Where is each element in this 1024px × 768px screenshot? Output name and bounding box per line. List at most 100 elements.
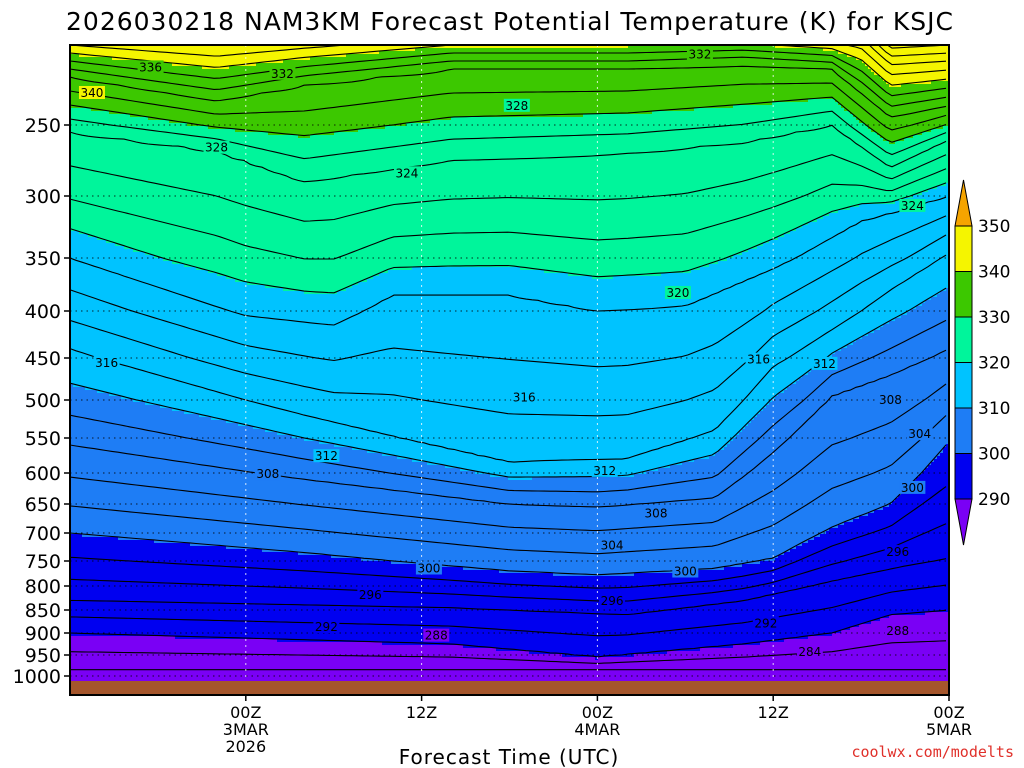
band-cell xyxy=(667,468,670,573)
band-cell xyxy=(835,51,838,102)
band-cell xyxy=(808,222,811,372)
band-cell xyxy=(658,276,661,468)
band-cell xyxy=(124,636,127,695)
band-cell xyxy=(568,276,571,477)
band-cell xyxy=(844,348,847,522)
band-cell xyxy=(934,459,937,612)
band-cell xyxy=(694,45,697,108)
band-cell xyxy=(124,45,127,60)
band-cell xyxy=(292,438,295,552)
band-cell xyxy=(238,549,241,639)
band-cell xyxy=(148,540,151,636)
band-cell xyxy=(562,117,565,273)
band-cell xyxy=(277,642,280,695)
band-cell xyxy=(196,45,199,66)
band-cell xyxy=(754,249,757,417)
band-cell xyxy=(169,408,172,543)
band-cell xyxy=(100,240,103,393)
band-cell xyxy=(913,45,916,84)
band-cell xyxy=(901,84,904,141)
band-cell xyxy=(133,117,136,252)
band-cell xyxy=(352,642,355,695)
band-cell xyxy=(946,81,949,126)
band-cell xyxy=(214,420,217,546)
band-cell xyxy=(241,639,244,695)
band-cell xyxy=(859,339,862,516)
band-cell xyxy=(355,132,358,285)
band-cell xyxy=(709,570,712,648)
band-cell xyxy=(379,45,382,51)
band-cell xyxy=(865,336,868,516)
band-cell xyxy=(529,45,532,48)
band-cell xyxy=(217,45,220,69)
band-cell xyxy=(250,66,253,132)
band-cell xyxy=(559,576,562,654)
band-cell xyxy=(793,48,796,102)
band-cell xyxy=(943,291,946,447)
band-cell xyxy=(595,477,598,576)
band-cell xyxy=(841,525,844,630)
band-cell xyxy=(868,45,871,69)
band-cell xyxy=(922,132,925,192)
band-cell xyxy=(364,561,367,642)
band-cell xyxy=(574,117,577,276)
band-cell xyxy=(499,267,502,477)
band-cell xyxy=(133,45,136,60)
band-cell xyxy=(169,636,172,695)
band-cell xyxy=(769,402,772,561)
band-cell xyxy=(385,126,388,273)
band-cell xyxy=(532,270,535,477)
band-cell xyxy=(217,420,220,546)
band-cell xyxy=(199,417,202,546)
band-cell xyxy=(328,294,331,444)
band-cell xyxy=(706,459,709,570)
band-cell xyxy=(70,108,73,231)
band-cell xyxy=(163,636,166,695)
band-cell xyxy=(676,45,679,111)
band-cell xyxy=(910,84,913,138)
band-cell xyxy=(532,48,535,117)
band-cell xyxy=(376,276,379,453)
contour-label-bg xyxy=(137,60,164,74)
band-cell xyxy=(784,234,787,390)
band-cell xyxy=(268,432,271,552)
band-cell xyxy=(922,192,925,303)
band-cell xyxy=(598,279,601,477)
band-cell xyxy=(631,477,634,576)
band-cell xyxy=(325,45,328,57)
band-cell xyxy=(466,648,469,695)
band-cell xyxy=(718,45,721,108)
band-cell xyxy=(274,639,277,695)
band-cell xyxy=(925,300,928,468)
band-cell xyxy=(574,48,577,117)
band-cell xyxy=(436,120,439,267)
band-cell xyxy=(382,129,385,273)
band-cell xyxy=(295,60,298,135)
band-cell xyxy=(700,570,703,648)
band-cell xyxy=(808,540,811,636)
band-cell xyxy=(907,84,910,138)
band-cell xyxy=(625,48,628,114)
band-cell xyxy=(169,123,172,261)
band-cell xyxy=(115,114,118,246)
band-cell xyxy=(472,45,475,48)
band-cell xyxy=(511,117,514,267)
band-cell xyxy=(124,249,127,399)
y-tick-label: 550 xyxy=(25,428,61,450)
band-cell xyxy=(781,555,784,642)
band-cell xyxy=(682,45,685,111)
band-cell xyxy=(610,279,613,477)
band-cell xyxy=(376,45,379,54)
band-cell xyxy=(361,282,364,450)
band-cell xyxy=(424,564,427,645)
band-cell xyxy=(76,108,79,231)
band-cell xyxy=(559,48,562,117)
band-cell xyxy=(286,435,289,552)
band-cell xyxy=(856,120,859,207)
credit-text[interactable]: coolwx.com/modelts xyxy=(851,743,1014,761)
band-cell xyxy=(862,204,865,336)
band-cell xyxy=(760,246,763,411)
band-cell xyxy=(517,573,520,651)
contour-label-bg xyxy=(899,198,926,212)
band-cell xyxy=(166,120,169,261)
